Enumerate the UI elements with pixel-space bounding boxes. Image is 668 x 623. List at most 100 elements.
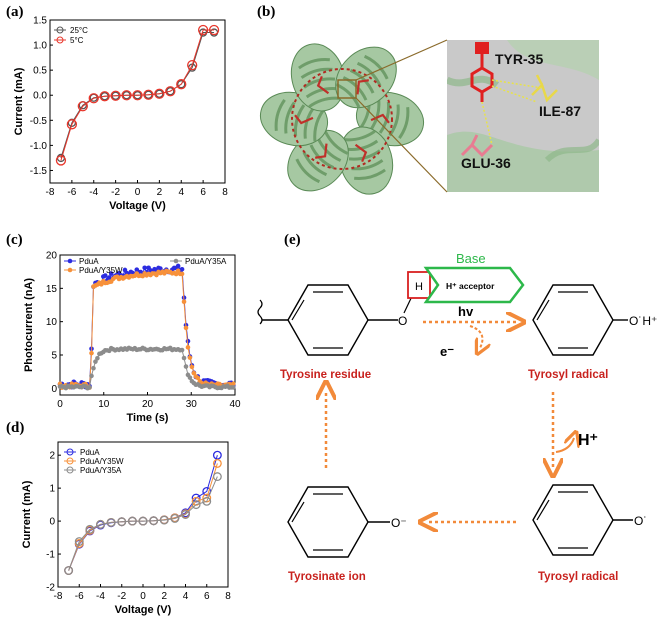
data-point: [108, 271, 114, 276]
y-tick-label: 15: [46, 284, 58, 295]
x-tick-label: -8: [54, 591, 63, 602]
y-tick-label: 1: [49, 484, 55, 495]
data-point: [96, 519, 105, 529]
x-tick-label: 40: [229, 399, 241, 410]
x-tick-label: 6: [200, 187, 206, 198]
tyrosine-residue-label: Tyrosine residue: [280, 369, 371, 381]
x-tick-label: -8: [46, 187, 55, 198]
data-point: [93, 359, 98, 364]
x-tick-label: 0: [140, 591, 146, 602]
panel-label-b: (b): [257, 4, 276, 20]
y-tick-label: -1.0: [30, 141, 48, 152]
data-point: [181, 355, 187, 361]
base-acceptor-shape: [423, 266, 525, 304]
x-tick-label: -2: [111, 187, 120, 198]
data-point: [191, 370, 197, 376]
x-tick-label: 20: [142, 399, 154, 410]
data-point: [110, 90, 121, 101]
data-point: [165, 86, 176, 97]
legend-marker: [173, 258, 179, 264]
y-tick-label: -0.5: [30, 116, 48, 127]
x-tick-label: 0: [135, 187, 141, 198]
data-point: [106, 275, 112, 280]
data-point: [183, 325, 189, 331]
x-tick-label: -6: [75, 591, 84, 602]
tyrosyl-radical-ring-2: [532, 484, 614, 556]
legend-label: PduA: [79, 257, 99, 266]
tyrosine-h: H: [415, 281, 423, 293]
data-point: [87, 385, 92, 390]
data-point: [55, 155, 67, 166]
data-point: [175, 263, 181, 269]
legend-marker: [67, 267, 73, 273]
data-point: [177, 80, 186, 89]
panel-label-e: (e): [284, 232, 301, 248]
tyrosyl-radical-label-1: Tyrosyl radical: [528, 369, 608, 381]
tyrosinate-ring: [287, 486, 369, 558]
x-tick-label: 2: [161, 591, 167, 602]
mechanism-scheme: O H Base H⁺ acceptor hv e⁻ Tyrosine resi…: [257, 251, 657, 583]
data-point: [159, 515, 169, 525]
y-tick-label: 0: [51, 384, 57, 395]
data-point: [230, 385, 236, 390]
data-point: [89, 350, 94, 356]
x-tick-label: 6: [204, 591, 210, 602]
x-tick-label: 8: [225, 591, 231, 602]
data-point: [179, 271, 185, 277]
data-point: [191, 500, 201, 510]
y-tick-label: 5: [51, 351, 57, 362]
y-tick-label: -1: [46, 550, 55, 561]
data-point: [66, 119, 78, 130]
tyrosyl-radical-ring-1: [532, 284, 614, 356]
data-point: [127, 516, 137, 526]
data-point: [166, 87, 175, 96]
y-tick-label: -2: [46, 583, 55, 594]
protein-hexamer-illustration: [259, 43, 425, 195]
data-point: [149, 516, 159, 526]
glu-label: GLU-36: [461, 155, 511, 171]
panel-label-a: (a): [6, 4, 24, 20]
x-tick-label: 10: [98, 399, 110, 410]
protein-subunit: [290, 43, 346, 112]
data-point: [77, 101, 88, 112]
radical-oh-label: O˙H⁺: [629, 314, 657, 328]
electron-label: e⁻: [440, 344, 454, 359]
radical-o-label: O˙: [634, 514, 647, 528]
data-point: [187, 375, 193, 380]
tyr-label: TYR-35: [495, 51, 543, 67]
y-tick-label: 0.0: [33, 91, 47, 102]
panel-label-d: (d): [6, 420, 25, 436]
data-point: [89, 373, 94, 379]
tyrosyl-radical-label-2: Tyrosyl radical: [538, 571, 618, 583]
x-tick-label: 8: [222, 187, 228, 198]
data-point: [179, 347, 185, 353]
data-point: [95, 355, 100, 361]
data-point: [132, 90, 143, 101]
data-point: [154, 88, 165, 99]
data-point: [91, 365, 96, 371]
tyrosinate-o-label: O⁻: [391, 516, 407, 530]
legend-marker: [66, 448, 74, 456]
y-axis-label: Current (mA): [13, 67, 25, 135]
x-tick-label: 0: [57, 399, 63, 410]
data-point: [181, 299, 187, 305]
data-point: [179, 266, 185, 272]
data-point: [121, 90, 132, 101]
hv-label: hv: [458, 304, 474, 319]
y-tick-label: 1.0: [33, 41, 47, 52]
data-point: [106, 517, 116, 527]
panel-label-c: (c): [6, 232, 23, 248]
y-axis-label: Current (mA): [21, 480, 33, 548]
legend-label: PduA/Y35W: [80, 457, 124, 466]
data-point: [138, 516, 148, 526]
x-axis-label: Time (s): [127, 412, 169, 424]
x-tick-label: 30: [186, 399, 198, 410]
x-tick-label: 4: [183, 591, 189, 602]
x-axis-label: Voltage (V): [115, 604, 172, 616]
h-box: [407, 271, 431, 299]
y-tick-label: 2: [49, 451, 55, 462]
data-point: [195, 375, 201, 381]
legend-label: PduA/Y35W: [79, 266, 123, 275]
tyrosine-ring: [287, 284, 369, 356]
data-point: [85, 524, 95, 534]
